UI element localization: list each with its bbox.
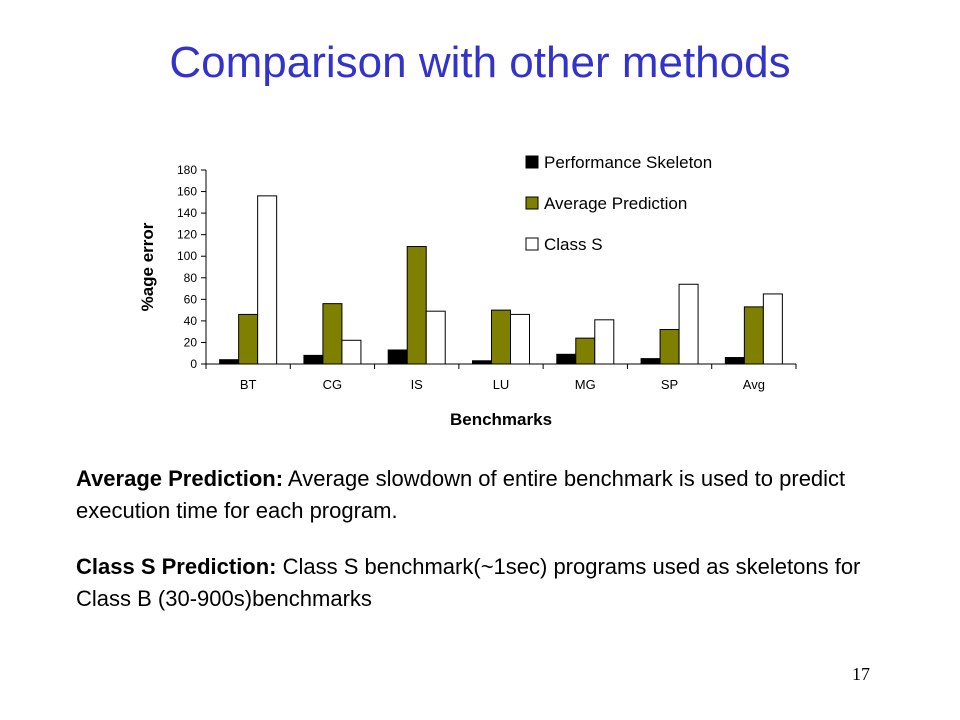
bar-average-prediction-avg (743, 306, 764, 365)
x-tick-label-bt: BT (240, 377, 257, 392)
bar-average-prediction-bt (238, 313, 259, 365)
y-tick-label: 80 (184, 271, 198, 285)
class-s-prediction-text: Class S benchmark(~1sec) programs used a… (76, 554, 861, 611)
y-tick-label: 100 (177, 249, 197, 263)
bar-performance-skeleton-sp (640, 358, 661, 365)
bar-class-s-cg (341, 339, 362, 365)
bar-class-s-mg (594, 319, 615, 365)
bar-performance-skeleton-mg (556, 353, 577, 365)
x-tick-label-lu: LU (493, 377, 510, 392)
y-tick-label: 160 (177, 185, 197, 199)
bar-average-prediction-cg (322, 303, 343, 365)
x-axis-label: Benchmarks (450, 410, 552, 429)
bar-average-prediction-lu (491, 309, 511, 365)
class-s-prediction-paragraph: Class S Prediction: Class S benchmark(~1… (76, 551, 916, 615)
bar-class-s-sp (678, 283, 699, 365)
average-prediction-lead: Average Prediction: (76, 466, 284, 491)
bar-average-prediction-is (406, 246, 427, 365)
average-prediction-paragraph: Average Prediction: Average slowdown of … (76, 463, 916, 527)
bar-class-s-lu (510, 313, 530, 365)
bar-average-prediction-sp (659, 329, 680, 365)
average-prediction-text: Average slowdown of entire benchmark is … (76, 466, 846, 523)
x-tick-label-avg: Avg (743, 377, 765, 392)
legend-swatch-class-s (525, 237, 539, 251)
y-ticks: 0 20 40 60 80 100 120 140 160 180 (177, 163, 206, 371)
x-tick-label-sp: SP (661, 377, 678, 392)
legend-swatch-performance-skeleton (525, 155, 539, 169)
y-tick-label: 140 (177, 206, 197, 220)
page-number: 17 (852, 664, 870, 684)
bar-performance-skeleton-is (387, 349, 408, 365)
legend-swatch-average-prediction (525, 196, 539, 210)
y-tick-label: 0 (190, 357, 197, 371)
x-ticks: BT CG IS LU MG SP Avg (205, 364, 797, 392)
legend-label-performance-skeleton: Performance Skeleton (544, 153, 712, 172)
chart-bars (219, 195, 783, 365)
y-tick-label: 120 (177, 228, 197, 242)
x-tick-label-is: IS (411, 377, 424, 392)
bar-class-s-avg (762, 293, 783, 365)
x-tick-label-mg: MG (575, 377, 596, 392)
slide-title: Comparison with other methods (169, 38, 791, 87)
x-tick-label-cg: CG (323, 377, 343, 392)
bar-average-prediction-mg (575, 337, 596, 365)
bar-class-s-bt (257, 195, 278, 365)
bar-performance-skeleton-cg (303, 354, 324, 365)
y-tick-label: 20 (184, 335, 198, 349)
bar-class-s-is (425, 310, 446, 365)
y-tick-label: 40 (184, 314, 198, 328)
legend-label-class-s: Class S (544, 235, 603, 254)
chart-legend: Performance Skeleton Average Prediction Cl… (525, 153, 712, 254)
y-axis-label: %age error (138, 222, 157, 311)
legend-label-average-prediction: Average Prediction (544, 194, 687, 213)
y-tick-label: 60 (184, 292, 198, 306)
bar-performance-skeleton-bt (219, 359, 240, 365)
bar-performance-skeleton-avg (724, 357, 745, 365)
y-tick-label: 180 (177, 163, 197, 177)
class-s-prediction-lead: Class S Prediction: (76, 554, 277, 579)
